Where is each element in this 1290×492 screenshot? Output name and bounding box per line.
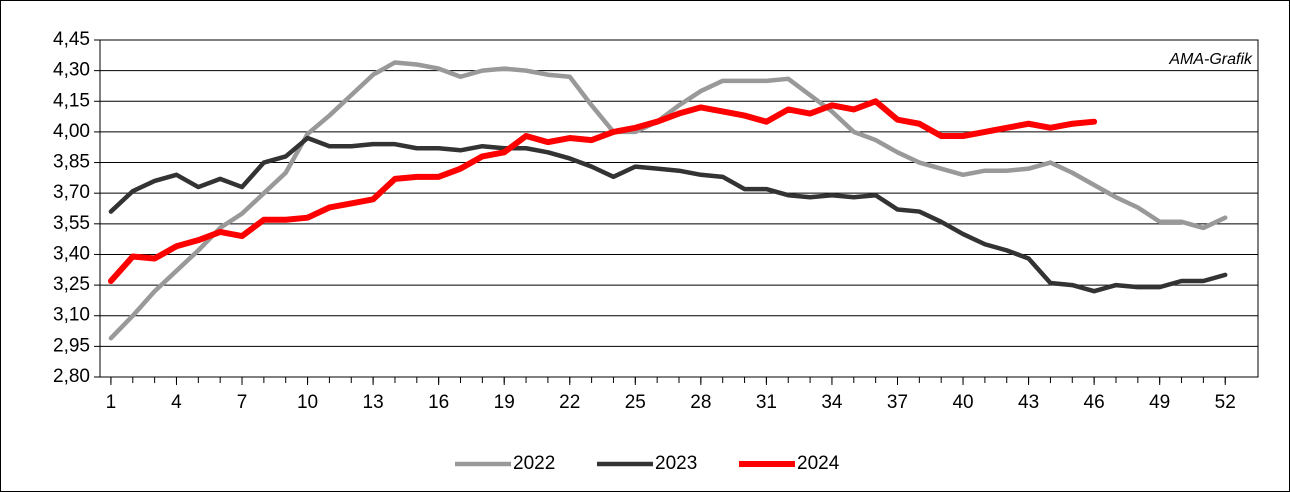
- y-tick-label: 2,80: [53, 366, 90, 387]
- x-tick-label: 10: [297, 392, 318, 413]
- series-line: [107, 98, 1098, 285]
- x-tick-label: 13: [363, 392, 384, 413]
- x-tick-label: 37: [887, 392, 908, 413]
- series-line: [108, 60, 1228, 341]
- y-tick-label: 4,45: [53, 29, 90, 50]
- legend-label: 2023: [655, 453, 697, 474]
- y-tick-label: 3,55: [53, 213, 90, 234]
- x-tick-label: 25: [625, 392, 646, 413]
- y-tick-label: 4,30: [53, 60, 90, 81]
- legend-label: 2024: [797, 453, 840, 474]
- annotation: AMA-Grafik: [1168, 51, 1253, 68]
- y-tick-label: 4,00: [53, 121, 90, 142]
- x-tick-label: 46: [1084, 392, 1105, 413]
- x-tick-label: 16: [428, 392, 449, 413]
- series-line: [108, 135, 1228, 294]
- y-tick-label: 4,15: [53, 90, 90, 111]
- y-tick-label: 3,70: [53, 182, 90, 203]
- x-tick-label: 28: [690, 392, 711, 413]
- y-tick-label: 2,95: [53, 335, 90, 356]
- y-tick-label: 3,25: [53, 274, 90, 295]
- x-tick-label: 1: [106, 392, 117, 413]
- x-tick-label: 49: [1149, 392, 1170, 413]
- x-tick-label: 31: [756, 392, 777, 413]
- x-tick-label: 40: [952, 392, 973, 413]
- x-tick-label: 7: [237, 392, 248, 413]
- x-tick-label: 4: [171, 392, 182, 413]
- y-tick-label: 3,40: [53, 243, 90, 264]
- x-tick-label: 22: [559, 392, 580, 413]
- y-tick-label: 3,10: [53, 305, 90, 326]
- legend-label: 2022: [513, 453, 555, 474]
- x-tick-label: 43: [1018, 392, 1039, 413]
- x-tick-label: 19: [494, 392, 515, 413]
- y-tick-label: 3,85: [53, 152, 90, 173]
- x-tick-label: 52: [1215, 392, 1236, 413]
- x-tick-label: 34: [821, 392, 843, 413]
